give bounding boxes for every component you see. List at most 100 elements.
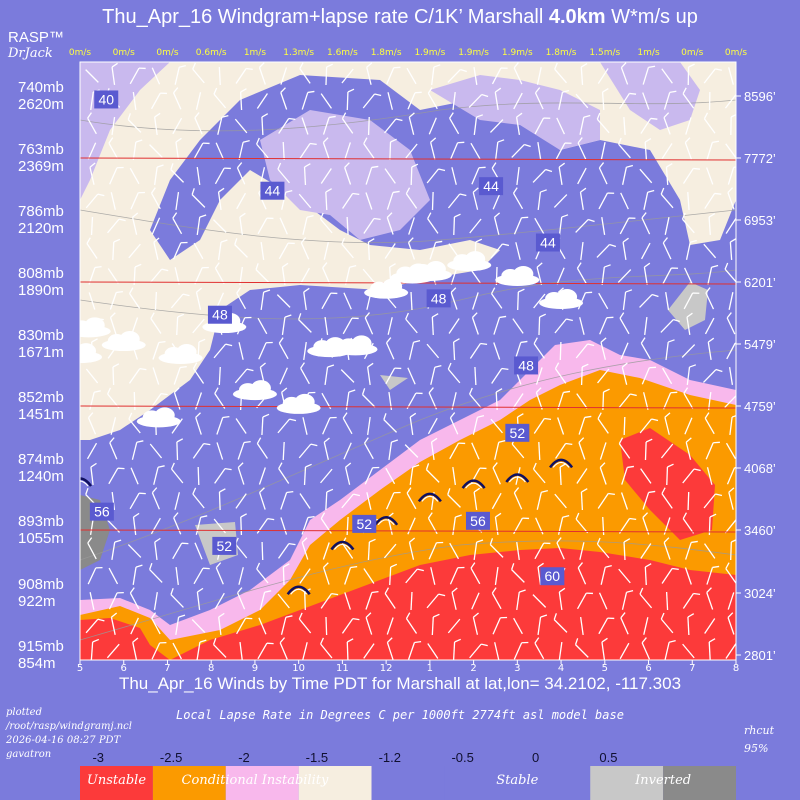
wind-barb [341, 493, 361, 509]
wind-barb [389, 138, 397, 161]
wind-barb [383, 543, 397, 559]
wind-barb [281, 314, 292, 336]
wind-barb [196, 214, 207, 236]
wind-barb [474, 366, 477, 386]
wind-barb [320, 592, 339, 609]
wind-barb [494, 642, 500, 660]
wind-barb [279, 217, 288, 235]
wind-barb [660, 443, 674, 459]
wind-barb [195, 287, 203, 310]
wind-barb [472, 187, 479, 210]
wind-barb [447, 362, 461, 384]
wind-barb [661, 68, 673, 84]
wind-barb [599, 462, 607, 485]
wind-barb [511, 563, 525, 583]
wind-barb [112, 363, 120, 386]
wind-barb [729, 238, 736, 261]
wind-barb [537, 142, 542, 160]
wind-barb [726, 342, 736, 360]
wind-barb [661, 143, 673, 159]
legend-swatch [80, 766, 153, 800]
x-tick-label: 3 [514, 663, 520, 674]
contour-label-box [94, 90, 119, 109]
wind-barb [216, 415, 230, 435]
wind-barb [682, 468, 701, 484]
wind-barb [303, 163, 311, 186]
wstar-label: 1.5m/s [589, 48, 620, 58]
wind-barb [298, 612, 312, 634]
wind-barb [325, 488, 334, 511]
wind-barb [707, 337, 715, 360]
wind-barb [575, 343, 595, 359]
wind-barb [681, 344, 696, 358]
wind-barb [341, 237, 354, 259]
height-line [80, 405, 736, 409]
wind-barb [321, 292, 338, 310]
wind-barb [236, 587, 246, 610]
wstar-label: 0.6m/s [196, 48, 227, 58]
wind-barb [643, 617, 649, 635]
wind-barb [110, 612, 118, 635]
wind-barb [195, 515, 208, 535]
wind-barb [512, 187, 524, 210]
wind-barb [452, 514, 462, 536]
wind-barb [580, 63, 588, 86]
wind-barb [473, 487, 481, 511]
wind-barb [236, 162, 246, 185]
wind-barb [384, 118, 403, 134]
wind-barb [172, 241, 188, 260]
wind-barb [237, 440, 251, 460]
contour-label-box [535, 233, 560, 252]
contour-label: 52 [356, 516, 372, 532]
wind-barb [618, 568, 631, 584]
wind-barb [724, 518, 736, 534]
thermal-top-icon [80, 480, 89, 487]
brand-author: DrJack [8, 46, 53, 61]
wind-barb [88, 292, 96, 310]
wind-barb [235, 493, 247, 509]
wind-barb [727, 165, 736, 185]
wind-barb [175, 191, 180, 211]
inversion-patch [380, 375, 408, 390]
pressure-label: 830mb [18, 327, 64, 344]
contour-label-box [505, 423, 530, 442]
wind-barb [534, 87, 544, 110]
wind-barb [495, 266, 498, 286]
wind-barb [322, 416, 337, 435]
x-tick-label: 8 [208, 663, 214, 674]
legend-swatch [225, 766, 299, 800]
height-line [80, 157, 736, 161]
wind-barb [406, 487, 417, 510]
wind-barb [361, 388, 376, 408]
wind-barb [538, 313, 546, 336]
height-line [80, 529, 736, 533]
wind-barb [301, 537, 309, 560]
wind-barb [452, 338, 460, 361]
wind-barb [106, 643, 120, 659]
wind-barb [281, 262, 289, 286]
wind-barb [364, 312, 374, 335]
wind-barb [108, 592, 124, 610]
wind-barb [535, 367, 543, 385]
wind-barb [536, 67, 542, 85]
wind-barb [299, 568, 311, 584]
wind-barb [240, 513, 247, 536]
wind-barb [108, 567, 119, 585]
wind-barb [110, 192, 116, 210]
wind-barb [409, 464, 420, 486]
contour-label: 44 [483, 178, 499, 194]
wind-barb [218, 612, 225, 636]
altitude-feet-label: 3460’ [744, 523, 776, 538]
wind-barb [642, 65, 656, 85]
contour-label: 52 [510, 425, 526, 441]
wind-barb [363, 437, 374, 460]
altitude-feet-label: 4068’ [744, 461, 776, 476]
wind-barb [448, 318, 460, 334]
wind-barb [194, 266, 209, 285]
wind-barb [153, 237, 160, 260]
wind-barb [427, 417, 438, 435]
wind-barb [256, 137, 269, 159]
wind-barb [346, 516, 349, 536]
cloud-icon [364, 278, 409, 299]
